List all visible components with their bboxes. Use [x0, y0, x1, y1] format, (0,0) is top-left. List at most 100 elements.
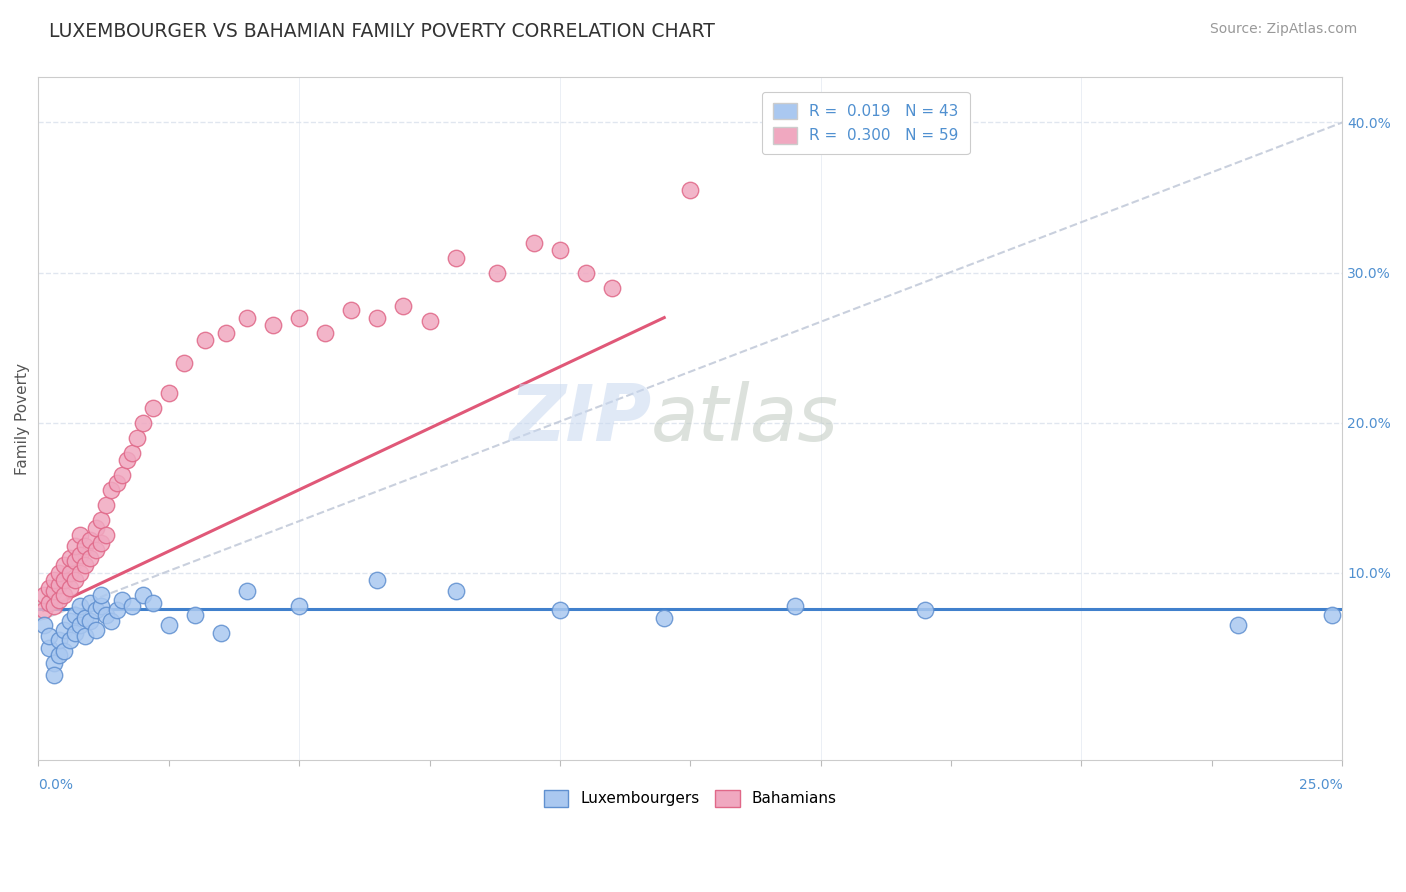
Point — [121, 445, 143, 459]
Point — [173, 356, 195, 370]
Point — [194, 333, 217, 347]
Point — [418, 313, 440, 327]
Point — [914, 603, 936, 617]
Y-axis label: Family Poverty: Family Poverty — [15, 363, 30, 475]
Point — [79, 596, 101, 610]
Point — [84, 623, 107, 637]
Point — [32, 588, 55, 602]
Point — [79, 614, 101, 628]
Point — [75, 629, 97, 643]
Point — [392, 299, 415, 313]
Point — [652, 611, 675, 625]
Point — [111, 468, 134, 483]
Point — [94, 498, 117, 512]
Point — [142, 401, 165, 415]
Point — [131, 416, 153, 430]
Point — [157, 385, 180, 400]
Point — [548, 243, 571, 257]
Point — [69, 528, 91, 542]
Text: 25.0%: 25.0% — [1299, 779, 1343, 792]
Point — [75, 558, 97, 573]
Point — [48, 633, 70, 648]
Point — [59, 633, 82, 648]
Point — [59, 550, 82, 565]
Point — [444, 251, 467, 265]
Point — [32, 618, 55, 632]
Point — [340, 303, 363, 318]
Point — [314, 326, 336, 340]
Point — [48, 648, 70, 663]
Point — [59, 581, 82, 595]
Point — [84, 603, 107, 617]
Point — [48, 592, 70, 607]
Point — [575, 266, 598, 280]
Point — [42, 574, 65, 588]
Point — [90, 513, 112, 527]
Point — [38, 629, 60, 643]
Point — [42, 583, 65, 598]
Text: atlas: atlas — [651, 381, 839, 457]
Point — [53, 558, 76, 573]
Point — [75, 539, 97, 553]
Point — [105, 603, 128, 617]
Point — [38, 596, 60, 610]
Point — [209, 625, 232, 640]
Point — [63, 554, 86, 568]
Point — [69, 618, 91, 632]
Point — [63, 574, 86, 588]
Point — [42, 668, 65, 682]
Point — [42, 599, 65, 613]
Point — [679, 183, 702, 197]
Point — [48, 578, 70, 592]
Point — [600, 280, 623, 294]
Legend: Luxembourgers, Bahamians: Luxembourgers, Bahamians — [536, 782, 845, 814]
Point — [288, 310, 311, 325]
Point — [53, 574, 76, 588]
Point — [90, 588, 112, 602]
Point — [115, 453, 138, 467]
Point — [53, 644, 76, 658]
Point — [1320, 607, 1343, 622]
Text: ZIP: ZIP — [509, 381, 651, 457]
Text: 0.0%: 0.0% — [38, 779, 73, 792]
Text: LUXEMBOURGER VS BAHAMIAN FAMILY POVERTY CORRELATION CHART: LUXEMBOURGER VS BAHAMIAN FAMILY POVERTY … — [49, 22, 716, 41]
Point — [548, 603, 571, 617]
Point — [53, 623, 76, 637]
Point — [75, 611, 97, 625]
Point — [366, 574, 388, 588]
Point — [105, 475, 128, 490]
Point — [42, 656, 65, 670]
Point — [236, 583, 259, 598]
Point — [94, 607, 117, 622]
Point — [783, 599, 806, 613]
Point — [94, 528, 117, 542]
Point — [90, 599, 112, 613]
Point — [59, 566, 82, 580]
Point — [131, 588, 153, 602]
Point — [79, 533, 101, 547]
Point — [184, 607, 207, 622]
Point — [63, 625, 86, 640]
Point — [486, 266, 509, 280]
Point — [63, 539, 86, 553]
Point — [1226, 618, 1249, 632]
Point — [236, 310, 259, 325]
Point — [69, 599, 91, 613]
Point — [48, 566, 70, 580]
Point — [53, 588, 76, 602]
Point — [262, 318, 284, 332]
Point — [32, 603, 55, 617]
Point — [523, 235, 546, 250]
Point — [84, 543, 107, 558]
Point — [288, 599, 311, 613]
Point — [90, 535, 112, 549]
Point — [38, 640, 60, 655]
Point — [100, 614, 122, 628]
Point — [121, 599, 143, 613]
Point — [444, 583, 467, 598]
Point — [111, 592, 134, 607]
Point — [84, 521, 107, 535]
Point — [79, 550, 101, 565]
Point — [38, 581, 60, 595]
Point — [142, 596, 165, 610]
